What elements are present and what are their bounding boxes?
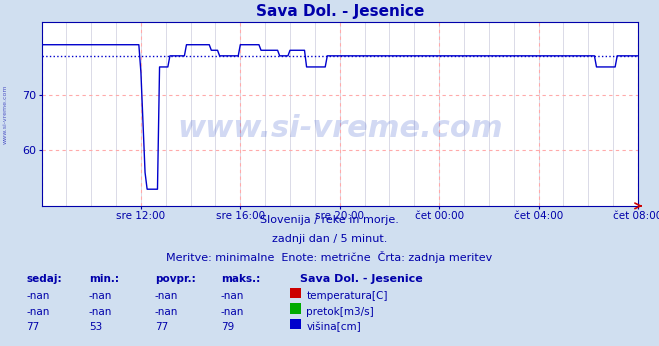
Text: 77: 77 [26, 322, 40, 333]
Text: 79: 79 [221, 322, 234, 333]
Text: www.si-vreme.com: www.si-vreme.com [177, 114, 503, 143]
Text: www.si-vreme.com: www.si-vreme.com [3, 84, 8, 144]
Text: -nan: -nan [26, 291, 49, 301]
Text: Meritve: minimalne  Enote: metrične  Črta: zadnja meritev: Meritve: minimalne Enote: metrične Črta:… [166, 251, 493, 263]
Text: zadnji dan / 5 minut.: zadnji dan / 5 minut. [272, 234, 387, 244]
Text: Slovenija / reke in morje.: Slovenija / reke in morje. [260, 215, 399, 225]
Title: Sava Dol. - Jesenice: Sava Dol. - Jesenice [256, 3, 424, 19]
Text: Sava Dol. - Jesenice: Sava Dol. - Jesenice [300, 274, 422, 284]
Text: 77: 77 [155, 322, 168, 333]
Text: -nan: -nan [89, 307, 112, 317]
Text: -nan: -nan [155, 291, 178, 301]
Text: sedaj:: sedaj: [26, 274, 62, 284]
Text: -nan: -nan [221, 307, 244, 317]
Text: temperatura[C]: temperatura[C] [306, 291, 388, 301]
Text: maks.:: maks.: [221, 274, 260, 284]
Text: višina[cm]: višina[cm] [306, 322, 361, 333]
Text: -nan: -nan [26, 307, 49, 317]
Text: min.:: min.: [89, 274, 119, 284]
Text: 53: 53 [89, 322, 102, 333]
Text: povpr.:: povpr.: [155, 274, 196, 284]
Text: pretok[m3/s]: pretok[m3/s] [306, 307, 374, 317]
Text: -nan: -nan [89, 291, 112, 301]
Text: -nan: -nan [155, 307, 178, 317]
Text: -nan: -nan [221, 291, 244, 301]
